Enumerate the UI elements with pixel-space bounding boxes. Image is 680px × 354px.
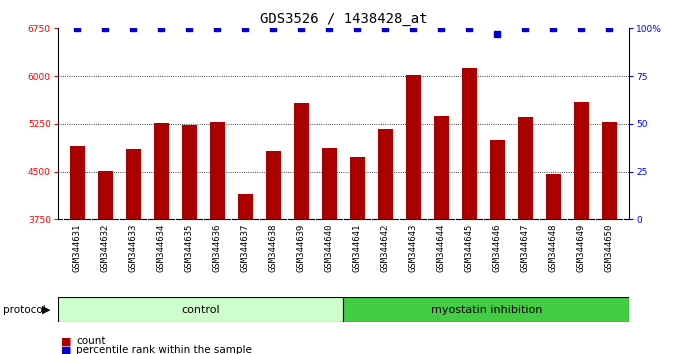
Bar — [490, 140, 505, 219]
Text: GSM344639: GSM344639 — [297, 223, 306, 272]
Text: GSM344650: GSM344650 — [605, 223, 614, 272]
Text: ▶: ▶ — [42, 305, 50, 315]
Bar — [602, 122, 617, 219]
Bar — [434, 116, 449, 219]
Bar — [517, 117, 533, 219]
Bar — [98, 171, 113, 219]
Text: GSM344633: GSM344633 — [129, 223, 138, 272]
Bar — [350, 157, 365, 219]
Bar — [154, 122, 169, 219]
Text: GSM344637: GSM344637 — [241, 223, 250, 272]
Bar — [126, 149, 141, 219]
Text: GSM344631: GSM344631 — [73, 223, 82, 272]
Text: GSM344635: GSM344635 — [185, 223, 194, 272]
Text: protocol: protocol — [3, 305, 46, 315]
Text: GSM344646: GSM344646 — [493, 223, 502, 272]
Bar — [322, 148, 337, 219]
Bar — [343, 297, 629, 322]
Bar — [574, 102, 589, 219]
Bar — [294, 103, 309, 219]
Text: GSM344643: GSM344643 — [409, 223, 418, 272]
Title: GDS3526 / 1438428_at: GDS3526 / 1438428_at — [260, 12, 427, 26]
Bar — [238, 194, 253, 219]
Text: GSM344649: GSM344649 — [577, 223, 586, 272]
Text: percentile rank within the sample: percentile rank within the sample — [76, 346, 252, 354]
Text: ■: ■ — [61, 336, 71, 346]
Text: count: count — [76, 336, 105, 346]
Bar — [266, 151, 281, 219]
Bar — [182, 125, 197, 219]
Text: GSM344634: GSM344634 — [157, 223, 166, 272]
Bar — [209, 122, 225, 219]
Bar — [70, 146, 85, 219]
Text: GSM344632: GSM344632 — [101, 223, 110, 272]
Text: GSM344638: GSM344638 — [269, 223, 278, 272]
Bar — [546, 174, 561, 219]
Text: GSM344647: GSM344647 — [521, 223, 530, 272]
Text: GSM344645: GSM344645 — [465, 223, 474, 272]
Text: GSM344648: GSM344648 — [549, 223, 558, 272]
Text: ■: ■ — [61, 346, 71, 354]
Text: GSM344636: GSM344636 — [213, 223, 222, 272]
Text: GSM344644: GSM344644 — [437, 223, 446, 272]
Bar — [377, 129, 393, 219]
Text: GSM344640: GSM344640 — [325, 223, 334, 272]
Bar — [462, 68, 477, 219]
Text: GSM344641: GSM344641 — [353, 223, 362, 272]
Bar — [58, 297, 343, 322]
Text: control: control — [182, 305, 220, 315]
Bar — [406, 75, 421, 219]
Text: myostatin inhibition: myostatin inhibition — [430, 305, 542, 315]
Text: GSM344642: GSM344642 — [381, 223, 390, 272]
